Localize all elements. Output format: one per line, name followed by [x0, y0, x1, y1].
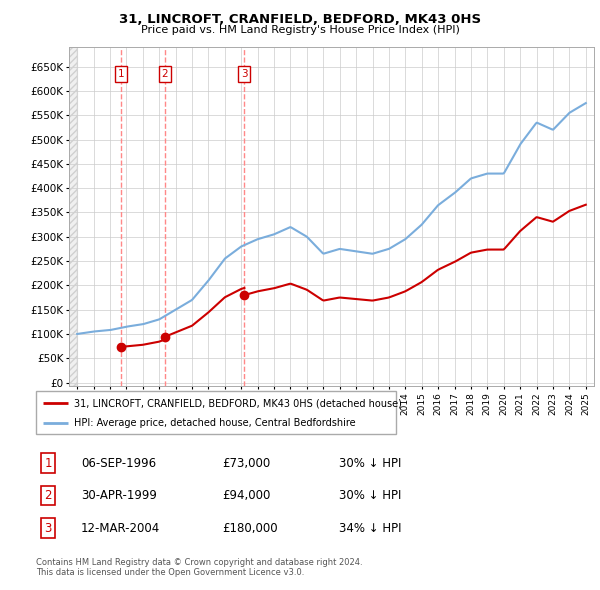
Text: 34% ↓ HPI: 34% ↓ HPI — [339, 522, 401, 535]
Text: 06-SEP-1996: 06-SEP-1996 — [81, 457, 156, 470]
Text: £94,000: £94,000 — [222, 489, 271, 502]
Text: Price paid vs. HM Land Registry's House Price Index (HPI): Price paid vs. HM Land Registry's House … — [140, 25, 460, 35]
Text: 12-MAR-2004: 12-MAR-2004 — [81, 522, 160, 535]
Text: HPI: Average price, detached house, Central Bedfordshire: HPI: Average price, detached house, Cent… — [74, 418, 355, 428]
Text: 3: 3 — [44, 522, 52, 535]
Text: 30% ↓ HPI: 30% ↓ HPI — [339, 489, 401, 502]
Text: 31, LINCROFT, CRANFIELD, BEDFORD, MK43 0HS (detached house): 31, LINCROFT, CRANFIELD, BEDFORD, MK43 0… — [74, 398, 401, 408]
Text: 1: 1 — [44, 457, 52, 470]
Text: 31, LINCROFT, CRANFIELD, BEDFORD, MK43 0HS: 31, LINCROFT, CRANFIELD, BEDFORD, MK43 0… — [119, 13, 481, 26]
Text: Contains HM Land Registry data © Crown copyright and database right 2024.
This d: Contains HM Land Registry data © Crown c… — [36, 558, 362, 577]
Text: 30-APR-1999: 30-APR-1999 — [81, 489, 157, 502]
Text: 1: 1 — [118, 69, 124, 79]
FancyBboxPatch shape — [36, 391, 396, 434]
Bar — [69, 47, 77, 386]
Text: 2: 2 — [44, 489, 52, 502]
Text: £73,000: £73,000 — [222, 457, 270, 470]
Text: £180,000: £180,000 — [222, 522, 278, 535]
Text: 3: 3 — [241, 69, 248, 79]
Text: 2: 2 — [161, 69, 168, 79]
Bar — [69, 47, 77, 386]
Text: 30% ↓ HPI: 30% ↓ HPI — [339, 457, 401, 470]
